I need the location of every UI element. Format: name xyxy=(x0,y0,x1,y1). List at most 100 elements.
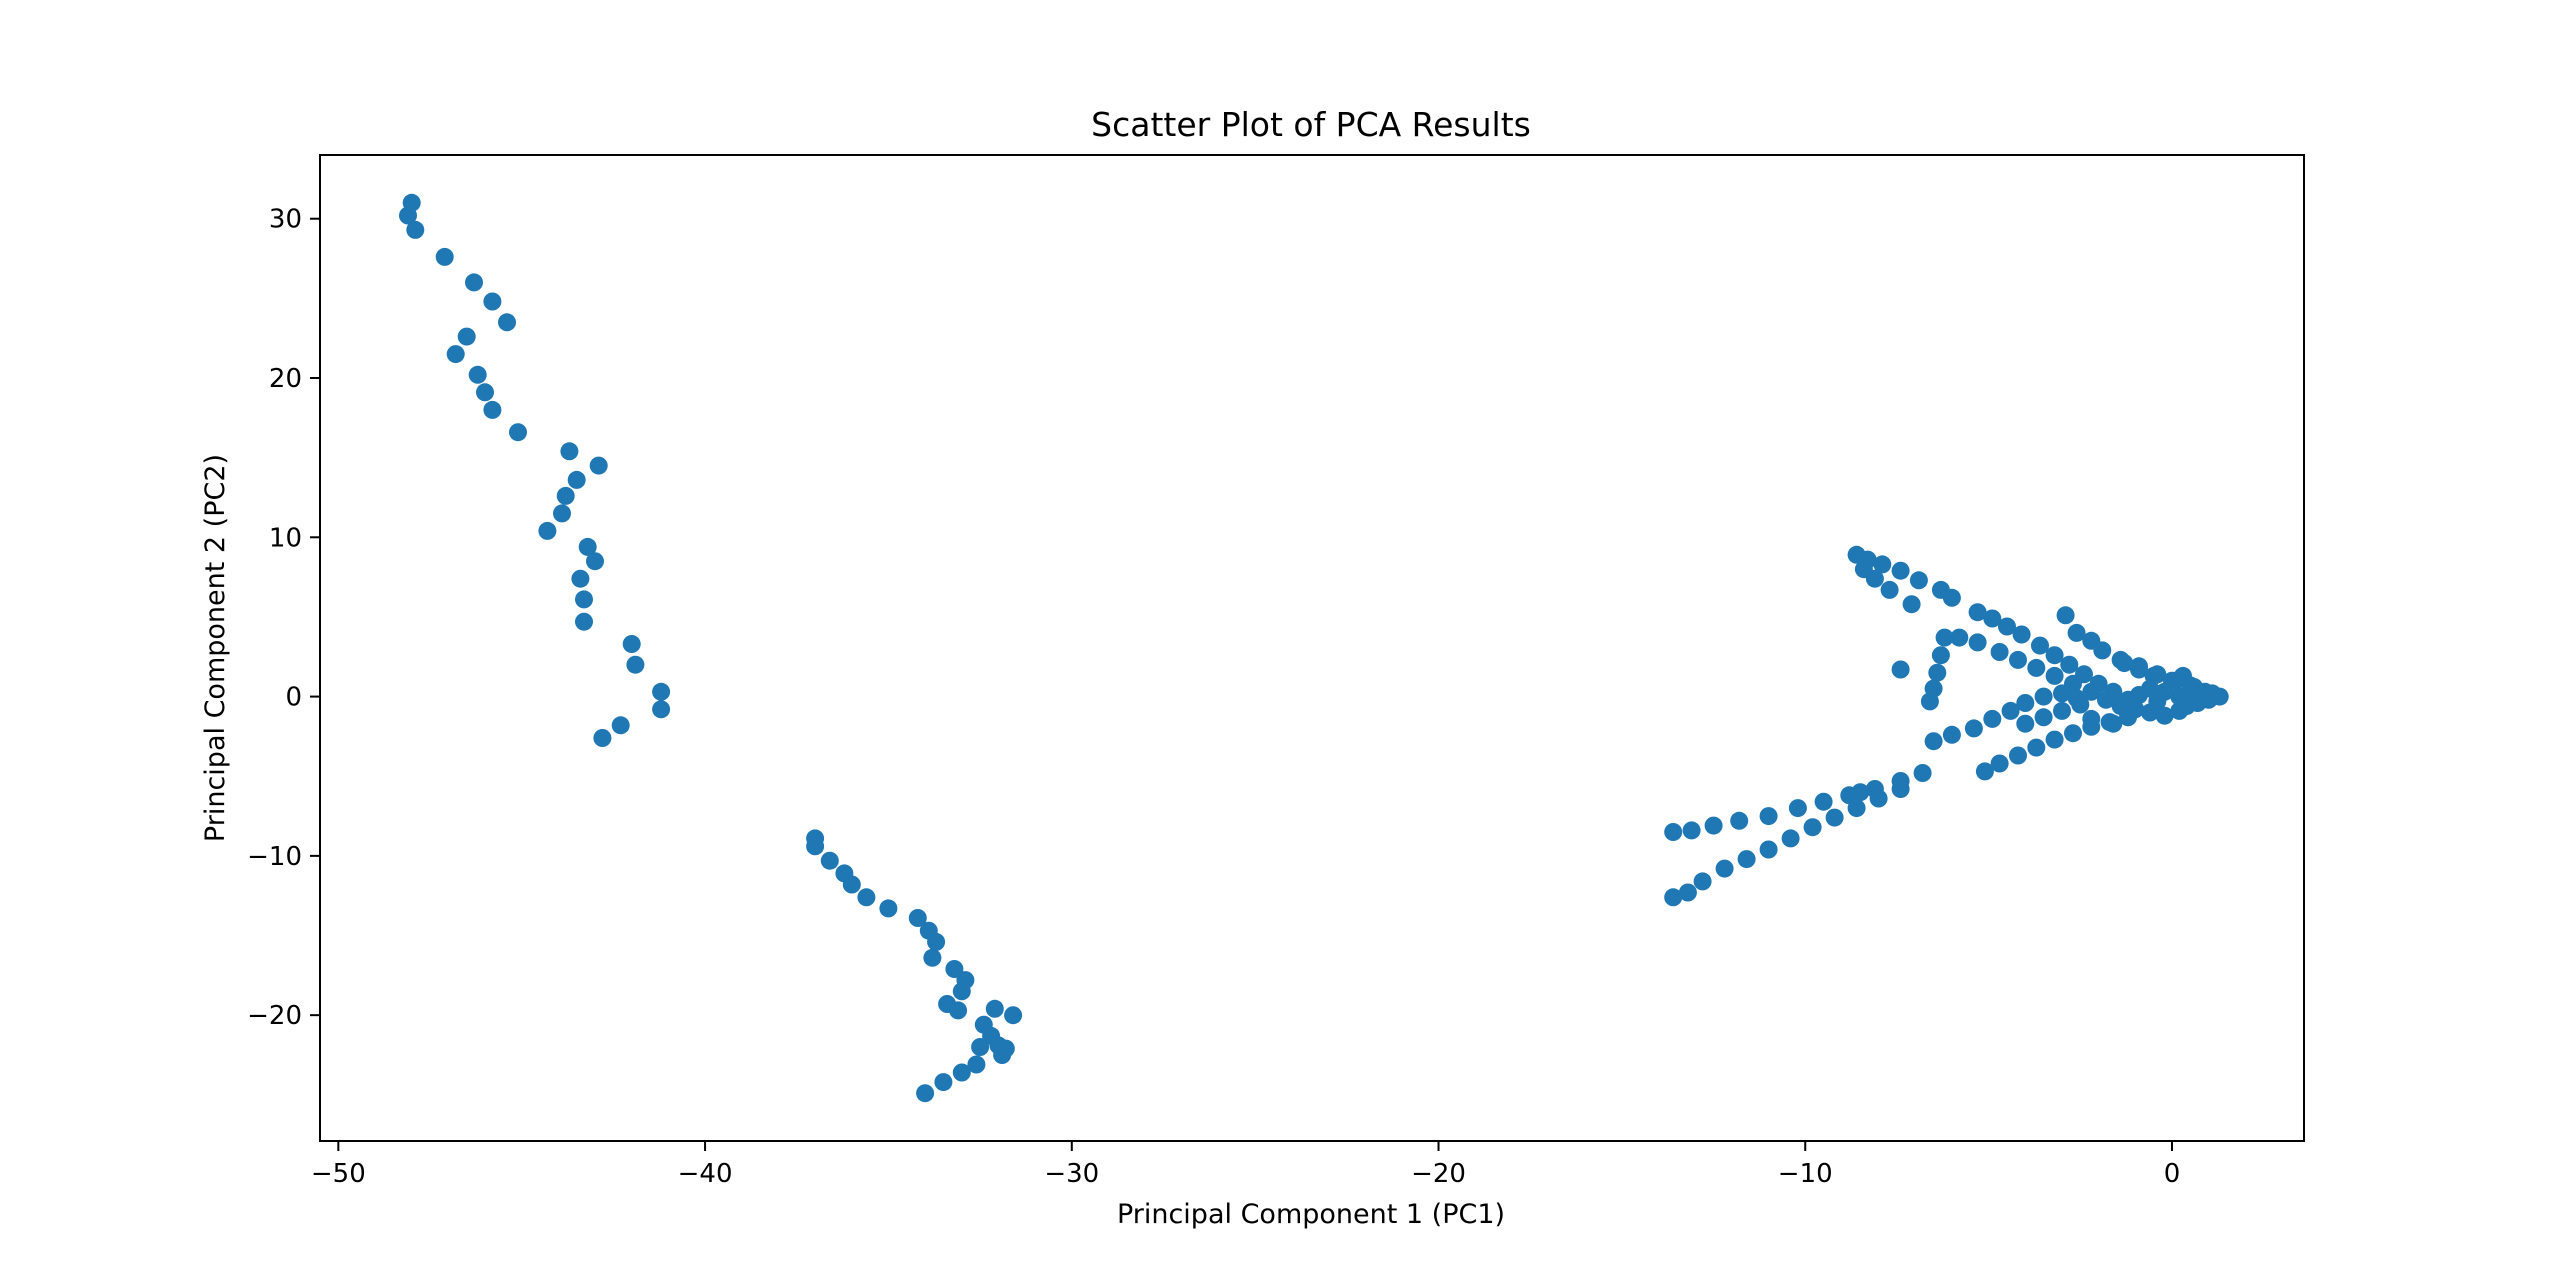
scatter-point xyxy=(2027,658,2046,677)
y-axis-ticks: −20 −10 0 10 20 30 xyxy=(247,205,320,1031)
scatter-point xyxy=(2115,654,2134,673)
scatter-point xyxy=(2034,708,2053,727)
scatter-point xyxy=(556,486,575,505)
scatter-point xyxy=(923,948,942,967)
scatter-point xyxy=(575,612,593,631)
y-tick-label: 10 xyxy=(269,523,302,553)
scatter-point xyxy=(1990,643,2009,661)
scatter-point xyxy=(857,888,876,907)
scatter-point xyxy=(1891,660,1910,679)
scatter-point xyxy=(1902,595,1921,614)
x-tick-label: −10 xyxy=(1778,1159,1833,1189)
scatter-point xyxy=(952,1063,971,1082)
scatter-point xyxy=(1693,872,1712,891)
scatter-point xyxy=(1964,719,1983,738)
scatter-point xyxy=(1803,818,1822,837)
scatter-point xyxy=(2067,623,2086,642)
scatter-point xyxy=(476,383,494,402)
scatter-point xyxy=(1678,883,1697,902)
scatter-point xyxy=(1737,850,1756,869)
scatter-point xyxy=(1968,633,1987,652)
scatter-point xyxy=(2082,717,2101,736)
scatter-point xyxy=(399,206,417,225)
scatter-point xyxy=(2045,730,2064,749)
scatter-point xyxy=(509,423,527,442)
scatter-point xyxy=(1873,555,1892,574)
scatter-point xyxy=(1913,764,1932,782)
scatter-point xyxy=(622,635,641,653)
scatter-point xyxy=(2034,687,2053,706)
scatter-point xyxy=(468,365,487,384)
scatter-point xyxy=(1730,811,1749,830)
scatter-point xyxy=(806,837,825,856)
scatter-point xyxy=(457,327,476,346)
x-tick-label: −30 xyxy=(1044,1159,1099,1189)
scatter-point xyxy=(2027,738,2046,757)
scatter-point xyxy=(1880,580,1899,599)
x-tick-label: −20 xyxy=(1411,1159,1466,1189)
scatter-point xyxy=(2031,636,2049,655)
scatter-point xyxy=(1983,709,2002,728)
scatter-point xyxy=(571,569,590,588)
x-tick-label: 0 xyxy=(2164,1159,2181,1189)
scatter-point xyxy=(820,851,839,870)
scatter-point xyxy=(1664,823,1683,841)
scatter-point xyxy=(952,982,971,1001)
scatter-point xyxy=(1975,762,1994,781)
scatter-point xyxy=(560,442,579,461)
y-tick-label: 30 xyxy=(269,205,302,235)
scatter-point xyxy=(652,682,671,701)
chart-title: Scatter Plot of PCA Results xyxy=(1091,105,1531,144)
scatter-point xyxy=(1924,732,1943,751)
scatter-point xyxy=(985,999,1004,1018)
scatter-point xyxy=(1664,888,1683,907)
scatter-point xyxy=(2082,682,2101,701)
scatter-point xyxy=(1920,692,1939,711)
y-tick-label: −20 xyxy=(247,1001,302,1031)
scatter-point xyxy=(2045,666,2064,685)
scatter-point xyxy=(916,1084,935,1103)
scatter-points xyxy=(399,193,2229,1103)
scatter-point xyxy=(1865,569,1884,588)
scatter-point xyxy=(993,1046,1012,1064)
scatter-point xyxy=(908,909,927,927)
scatter-point xyxy=(2100,713,2119,732)
scatter-point xyxy=(2012,625,2031,644)
scatter-point xyxy=(435,247,454,266)
scatter-point xyxy=(2053,684,2071,703)
scatter-point xyxy=(2016,694,2035,712)
x-tick-label: −40 xyxy=(678,1159,733,1189)
scatter-point xyxy=(971,1038,990,1056)
scatter-point xyxy=(934,1073,953,1092)
scatter-point xyxy=(593,729,612,747)
scatter-point xyxy=(967,1055,986,1074)
scatter-point xyxy=(2130,660,2148,679)
scatter-point xyxy=(2009,650,2027,669)
scatter-point xyxy=(2001,701,2020,720)
scatter-point xyxy=(575,590,593,609)
y-axis-label: Principal Component 2 (PC2) xyxy=(200,454,231,842)
scatter-point xyxy=(1704,816,1723,835)
scatter-point xyxy=(1998,617,2016,636)
scatter-point xyxy=(589,456,608,475)
scatter-point xyxy=(2009,746,2027,765)
y-tick-label: −10 xyxy=(247,842,302,872)
scatter-point xyxy=(1781,829,1800,848)
scatter-point xyxy=(1825,808,1844,827)
scatter-point xyxy=(483,400,502,419)
x-axis-label: Principal Component 1 (PC1) xyxy=(1117,1199,1505,1230)
scatter-point xyxy=(626,655,645,674)
y-tick-label: 0 xyxy=(285,683,302,713)
scatter-point xyxy=(2060,655,2079,674)
scatter-point xyxy=(2093,641,2112,660)
scatter-point xyxy=(2148,692,2167,711)
scatter-point xyxy=(1935,628,1954,647)
scatter-point xyxy=(1891,561,1910,580)
scatter-point xyxy=(949,1001,968,1020)
scatter-point xyxy=(1968,603,1987,622)
scatter-point xyxy=(1869,789,1888,808)
scatter-point xyxy=(2119,690,2137,709)
scatter-point xyxy=(446,345,465,364)
